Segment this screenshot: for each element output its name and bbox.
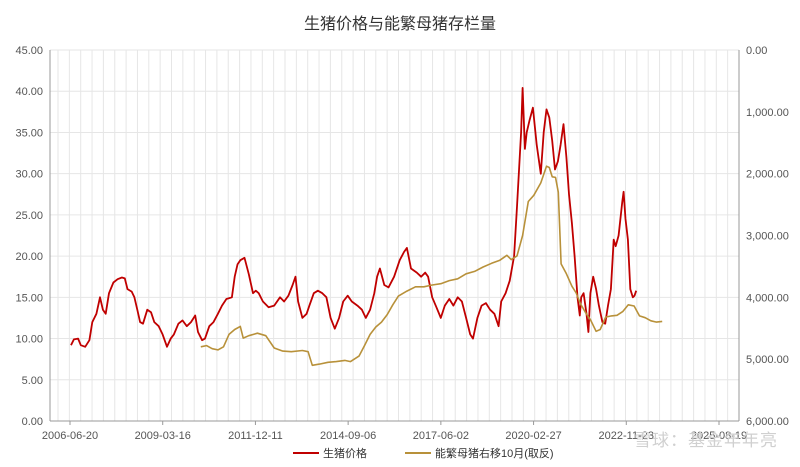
y-left-tick-label: 15.00 xyxy=(15,292,43,304)
y-left-tick-label: 30.00 xyxy=(15,169,43,181)
x-tick-label: 2025-08-19 xyxy=(691,430,747,442)
y-right-tick-label: 1,000.00 xyxy=(746,107,789,119)
y-left-tick-label: 25.00 xyxy=(15,210,43,222)
series-line-sow-inventory xyxy=(200,165,663,367)
x-tick-label: 2014-09-06 xyxy=(320,430,376,442)
y-right-tick-label: 0.00 xyxy=(746,45,767,57)
y-right-tick-label: 6,000.00 xyxy=(746,416,789,428)
chart-title: 生猪价格与能繁母猪存栏量 xyxy=(303,16,496,33)
y-left-tick-label: 5.00 xyxy=(22,375,43,387)
x-tick-label: 2020-02-27 xyxy=(505,430,561,442)
legend-label: 生猪价格 xyxy=(323,446,367,460)
x-tick-label: 2017-06-02 xyxy=(413,430,469,442)
watermark-text: 雪球：基金年年亮 xyxy=(634,431,778,451)
y-left-tick-label: 10.00 xyxy=(15,334,43,346)
legend-label: 能繁母猪右移10月(取反) xyxy=(435,446,554,460)
y-right-tick-label: 4,000.00 xyxy=(746,292,789,304)
y-right-tick-label: 2,000.00 xyxy=(746,169,789,181)
y-left-tick-label: 45.00 xyxy=(15,45,43,57)
y-right-tick-label: 3,000.00 xyxy=(746,231,789,243)
y-left-tick-label: 35.00 xyxy=(15,127,43,139)
series-line-pig-price xyxy=(70,87,638,348)
y-left-tick-label: 20.00 xyxy=(15,251,43,263)
x-tick-label: 2009-03-16 xyxy=(135,430,191,442)
y-left-tick-label: 40.00 xyxy=(15,86,43,98)
x-tick-label: 2022-11-23 xyxy=(599,430,654,442)
y-right-tick-label: 5,000.00 xyxy=(746,354,789,366)
y-left-tick-label: 0.00 xyxy=(22,416,43,428)
x-tick-label: 2011-12-11 xyxy=(228,430,283,442)
x-tick-label: 2006-06-20 xyxy=(42,430,98,442)
